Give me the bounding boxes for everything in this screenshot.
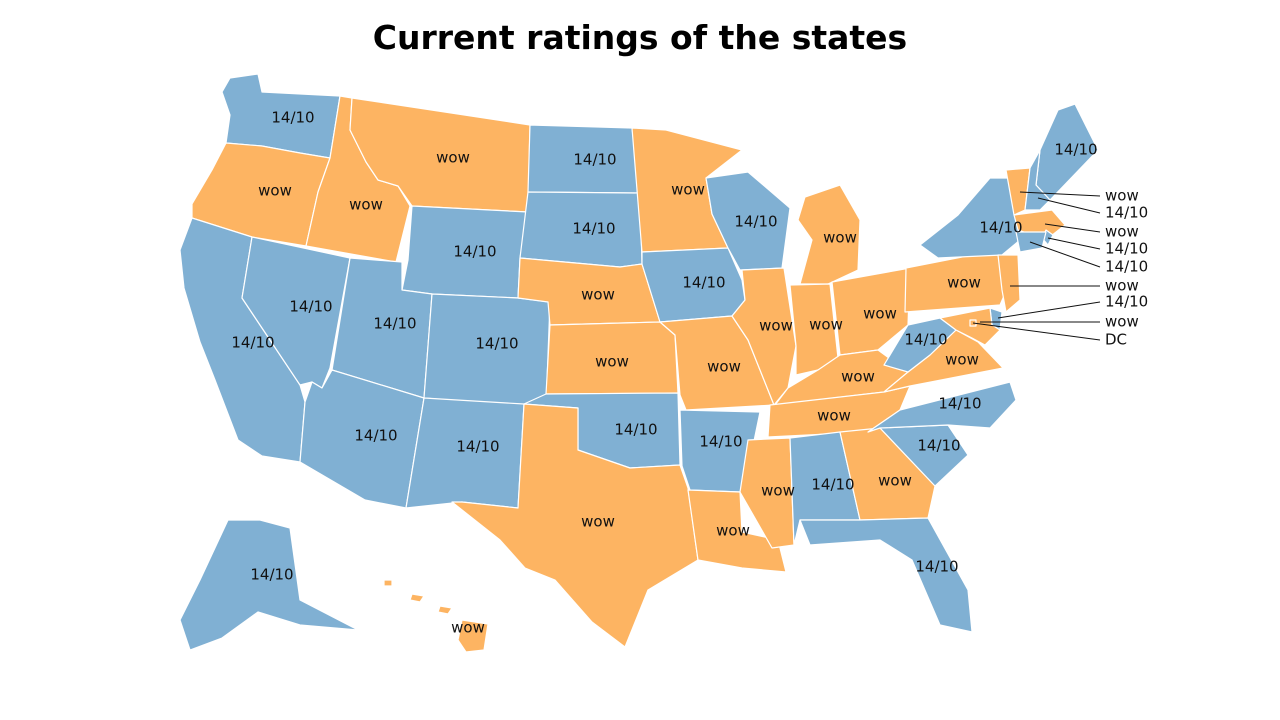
hawaii-island-0 [383, 579, 393, 587]
callout-label-vt: wow [1105, 187, 1139, 205]
state-hi [457, 619, 489, 653]
callout-line-dc [972, 322, 1101, 341]
state-label-ky: wow [841, 368, 875, 386]
callout-line-vt [1019, 191, 1101, 197]
state-label-tx: wow [581, 513, 615, 531]
state-label-nm: 14/10 [456, 438, 499, 456]
state-label-al: 14/10 [811, 476, 854, 494]
callout-line-ct [1029, 241, 1101, 268]
state-label-ks: wow [595, 353, 629, 371]
state-ak [179, 519, 359, 651]
callout-line-de [997, 301, 1101, 319]
callout-line-nh [1037, 197, 1101, 214]
callout-line-ri [1047, 237, 1101, 250]
state-oh [831, 267, 911, 356]
callout-line-ma [1044, 223, 1101, 233]
state-label-ne: wow [581, 286, 615, 304]
state-label-hi: wow [451, 619, 485, 637]
state-label-wi: 14/10 [734, 213, 777, 231]
state-label-ok: 14/10 [614, 421, 657, 439]
state-label-tn: wow [817, 407, 851, 425]
state-label-sc: 14/10 [917, 437, 960, 455]
state-label-ak: 14/10 [250, 566, 293, 584]
state-label-ut: 14/10 [373, 315, 416, 333]
state-label-nc: 14/10 [938, 395, 981, 413]
state-label-id: wow [349, 196, 383, 214]
state-label-ms: wow [761, 482, 795, 500]
state-label-co: 14/10 [475, 335, 518, 353]
state-label-mt: wow [436, 149, 470, 167]
state-label-nd: 14/10 [573, 151, 616, 169]
state-label-mn: wow [671, 181, 705, 199]
state-label-wy: 14/10 [453, 243, 496, 261]
callout-label-md: wow [1105, 313, 1139, 331]
callout-label-dc: DC [1105, 331, 1127, 349]
state-label-fl: 14/10 [915, 558, 958, 576]
callout-label-ri: 14/10 [1105, 240, 1148, 258]
callout-label-ma: wow [1105, 223, 1139, 241]
state-label-wv: 14/10 [904, 331, 947, 349]
state-label-pa: wow [947, 274, 981, 292]
state-label-wa: 14/10 [271, 109, 314, 127]
hawaii-island-1 [409, 593, 425, 603]
state-label-ar: 14/10 [699, 433, 742, 451]
state-label-ga: wow [878, 472, 912, 490]
state-label-il: wow [759, 317, 793, 335]
state-label-nv: 14/10 [289, 298, 332, 316]
hawaii-island-2 [437, 605, 453, 615]
state-label-mi: wow [823, 229, 857, 247]
state-label-oh: wow [863, 305, 897, 323]
state-label-az: 14/10 [354, 427, 397, 445]
state-label-va: wow [945, 351, 979, 369]
state-nj [997, 254, 1021, 313]
map-title: Current ratings of the states [372, 18, 908, 57]
state-label-ny: 14/10 [979, 219, 1022, 237]
callout-label-nj: wow [1105, 277, 1139, 295]
state-nc [867, 381, 1017, 433]
state-label-in: wow [809, 316, 843, 334]
state-tx [451, 403, 699, 648]
callout-label-ct: 14/10 [1105, 258, 1148, 276]
callout-label-de: 14/10 [1105, 293, 1148, 311]
state-label-ca: 14/10 [231, 334, 274, 352]
state-label-mo: wow [707, 358, 741, 376]
callout-label-nh: 14/10 [1105, 204, 1148, 222]
state-ks [545, 321, 679, 395]
state-la [687, 489, 787, 573]
state-label-la: wow [716, 522, 750, 540]
state-ms [739, 437, 795, 549]
state-label-ia: 14/10 [682, 274, 725, 292]
state-label-me: 14/10 [1054, 141, 1097, 159]
state-label-sd: 14/10 [572, 220, 615, 238]
state-nh [1024, 149, 1051, 211]
state-fl [799, 517, 973, 633]
state-label-or: wow [258, 182, 292, 200]
